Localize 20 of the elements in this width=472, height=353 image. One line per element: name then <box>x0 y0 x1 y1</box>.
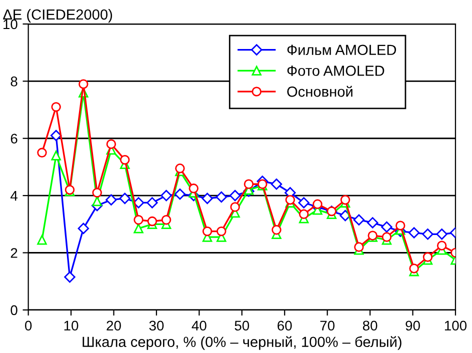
x-tick-label: 70 <box>320 320 335 331</box>
x-tick-label: 80 <box>362 320 378 331</box>
legend-label: Фильм AMOLED <box>287 44 396 56</box>
x-tick-label: 50 <box>234 320 250 331</box>
y-tick-label: 2 <box>10 248 18 258</box>
x-tick-label: 100 <box>444 320 467 331</box>
x-tick-label: 10 <box>64 320 78 331</box>
x-tick-label: 60 <box>278 320 292 331</box>
legend-label: Фото AMOLED <box>287 66 384 76</box>
x-tick-label: 30 <box>149 320 164 331</box>
x-tick-label: 90 <box>406 320 420 331</box>
x-tick-label: 20 <box>106 320 121 331</box>
y-tick-label: 4 <box>10 191 18 201</box>
x-axis-title: Шкала серого, % (0% – черный, 100% – белый) <box>82 336 402 350</box>
x-tick-label: 40 <box>192 320 206 331</box>
x-tick-label: 0 <box>25 320 32 331</box>
y-tick-label: 0 <box>10 305 18 316</box>
y-tick-label: 8 <box>10 76 18 86</box>
y-tick-label: 6 <box>10 134 18 144</box>
legend-label: Основной <box>287 86 352 97</box>
